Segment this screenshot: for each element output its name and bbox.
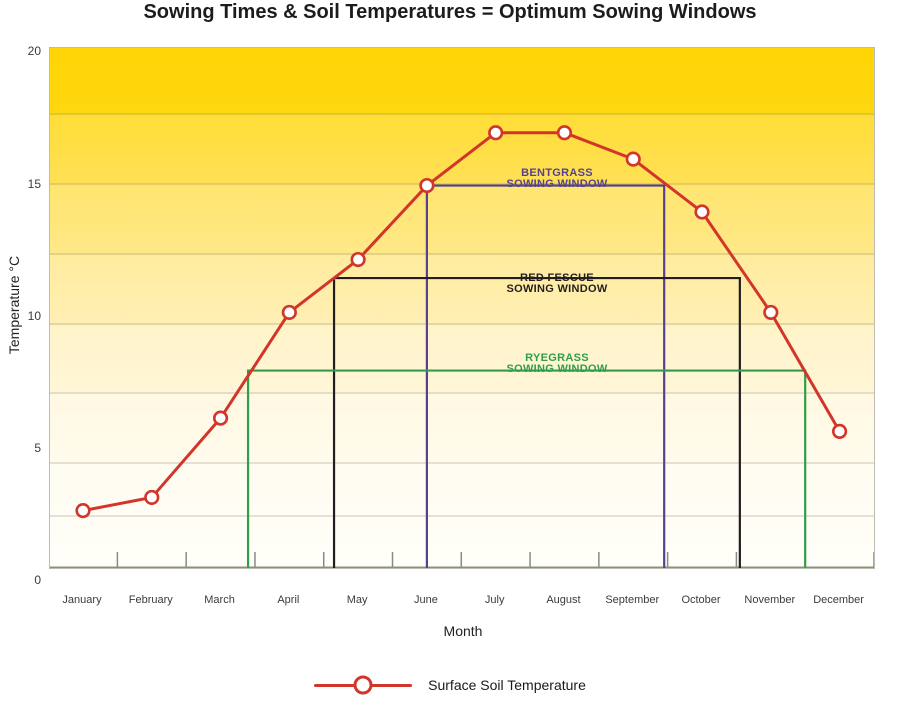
- chart-plot-svg: [50, 113, 874, 568]
- x-tick-label: June: [413, 594, 438, 606]
- sowing-window-label: RED FESCUE SOWING WINDOW: [506, 273, 607, 295]
- data-point-marker: [144, 489, 160, 506]
- x-tick-label: March: [204, 594, 235, 606]
- y-tick-label: 15: [27, 177, 41, 191]
- x-tick-label: May: [346, 594, 368, 606]
- y-tick-label: 0: [34, 573, 41, 587]
- x-tick-label: February: [128, 594, 173, 606]
- x-axis-title: Month: [443, 623, 483, 639]
- y-tick-label: 10: [27, 309, 41, 323]
- data-point-marker: [75, 503, 91, 519]
- x-tick-label: November: [744, 594, 796, 606]
- y-tick-label: 20: [27, 44, 41, 58]
- sowing-window-label-line2: SOWING WINDOW: [506, 178, 608, 190]
- data-point-marker: [350, 251, 366, 268]
- data-point-marker: [556, 125, 573, 141]
- y-tick-label: 5: [34, 441, 41, 455]
- data-point-marker: [212, 410, 229, 426]
- sowing-window-label: BENTGRASS SOWING WINDOW: [506, 168, 607, 190]
- y-axis-title: Temperature °C: [6, 255, 22, 355]
- x-tick-label: January: [62, 594, 102, 606]
- sowing-window-outline: [425, 184, 666, 568]
- sowing-window-label-line1: RED FESCUE: [520, 272, 594, 284]
- sowing-window-label-line2: SOWING WINDOW: [506, 363, 608, 375]
- sowing-window-label-line2: SOWING WINDOW: [506, 283, 608, 295]
- data-point-marker: [488, 125, 504, 141]
- sowing-window-outline: [332, 276, 741, 568]
- x-tick-label: July: [484, 594, 505, 606]
- x-tick-label: December: [813, 594, 864, 606]
- x-tick-label: October: [681, 594, 721, 606]
- data-point-marker: [763, 304, 779, 321]
- data-point-marker: [281, 304, 297, 321]
- data-point-marker: [625, 151, 641, 167]
- sowing-window-label: RYEGRASS SOWING WINDOW: [506, 353, 607, 375]
- plot-area: [49, 47, 875, 569]
- sowing-window-outline: [246, 369, 807, 568]
- chart-title: Sowing Times & Soil Temperatures = Optim…: [143, 1, 757, 23]
- x-tick-label: April: [277, 594, 300, 606]
- sowing-window-label-line1: RYEGRASS: [525, 352, 589, 364]
- data-point-marker: [419, 177, 435, 194]
- x-tick-label: September: [605, 594, 660, 606]
- legend-open-circle-icon: [353, 675, 373, 695]
- temperature-line: [82, 131, 841, 513]
- data-point-marker: [694, 204, 710, 220]
- sowing-window-label-line1: BENTGRASS: [521, 167, 593, 179]
- data-point-marker: [831, 423, 848, 439]
- legend-label: Surface Soil Temperature: [428, 677, 586, 693]
- legend: Surface Soil Temperature: [0, 671, 900, 699]
- x-tick-label: August: [546, 594, 581, 606]
- legend-line-sample: [314, 675, 413, 695]
